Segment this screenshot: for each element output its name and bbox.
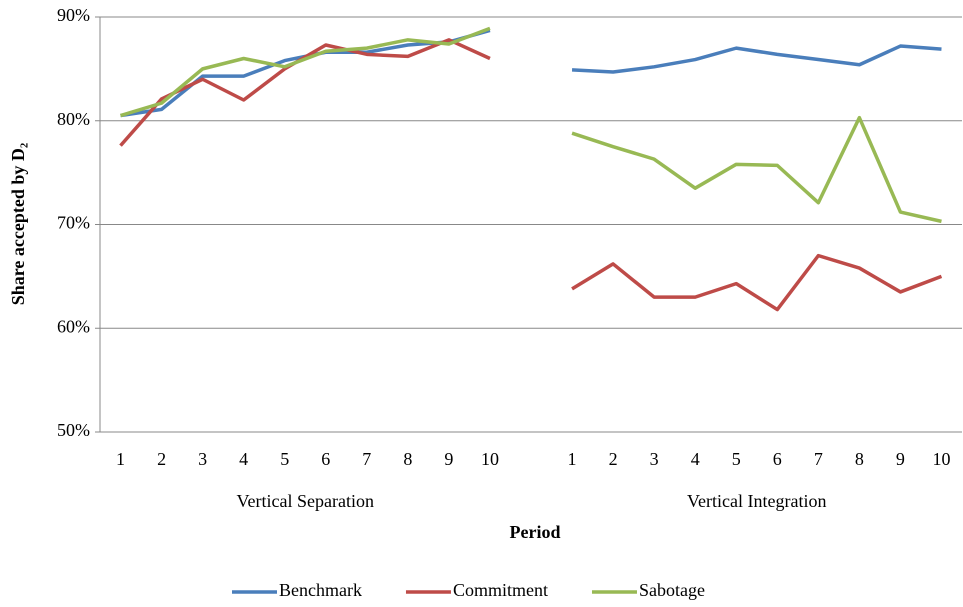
series-line <box>120 26 942 224</box>
x-tick-label: 5 <box>280 449 289 469</box>
x-tick-label: 10 <box>932 449 950 469</box>
x-tick-label: 1 <box>568 449 577 469</box>
legend-label: Benchmark <box>279 580 362 600</box>
x-tick-label: 4 <box>691 449 700 469</box>
x-tick-label: 10 <box>481 449 499 469</box>
x-tick-label: 9 <box>444 449 453 469</box>
group-label: Vertical Separation <box>237 491 374 511</box>
series-line <box>119 38 943 312</box>
x-tick-label: 1 <box>116 449 125 469</box>
y-tick-label: 70% <box>57 213 90 233</box>
y-axis-title: Share accepted by D₂ <box>8 143 28 306</box>
legend-label: Sabotage <box>639 580 705 600</box>
x-tick-label: 3 <box>650 449 659 469</box>
series-line <box>120 28 942 118</box>
y-tick-label: 60% <box>57 316 90 336</box>
group-label: Vertical Integration <box>687 491 826 511</box>
x-tick-label: 3 <box>198 449 207 469</box>
x-tick-label: 6 <box>773 449 782 469</box>
x-tick-label: 8 <box>403 449 412 469</box>
x-tick-label: 5 <box>732 449 741 469</box>
legend-label: Commitment <box>453 580 548 600</box>
y-tick-label: 90% <box>57 5 90 25</box>
y-tick-label: 80% <box>57 109 90 129</box>
x-tick-label: 7 <box>814 449 823 469</box>
y-tick-label: 50% <box>57 420 90 440</box>
x-tick-label: 9 <box>896 449 905 469</box>
x-tick-label: 6 <box>321 449 330 469</box>
x-axis-title: Period <box>510 522 561 542</box>
x-tick-label: 4 <box>239 449 248 469</box>
x-tick-label: 7 <box>362 449 371 469</box>
x-tick-label: 2 <box>157 449 166 469</box>
x-tick-label: 2 <box>609 449 618 469</box>
x-tick-label: 8 <box>855 449 864 469</box>
